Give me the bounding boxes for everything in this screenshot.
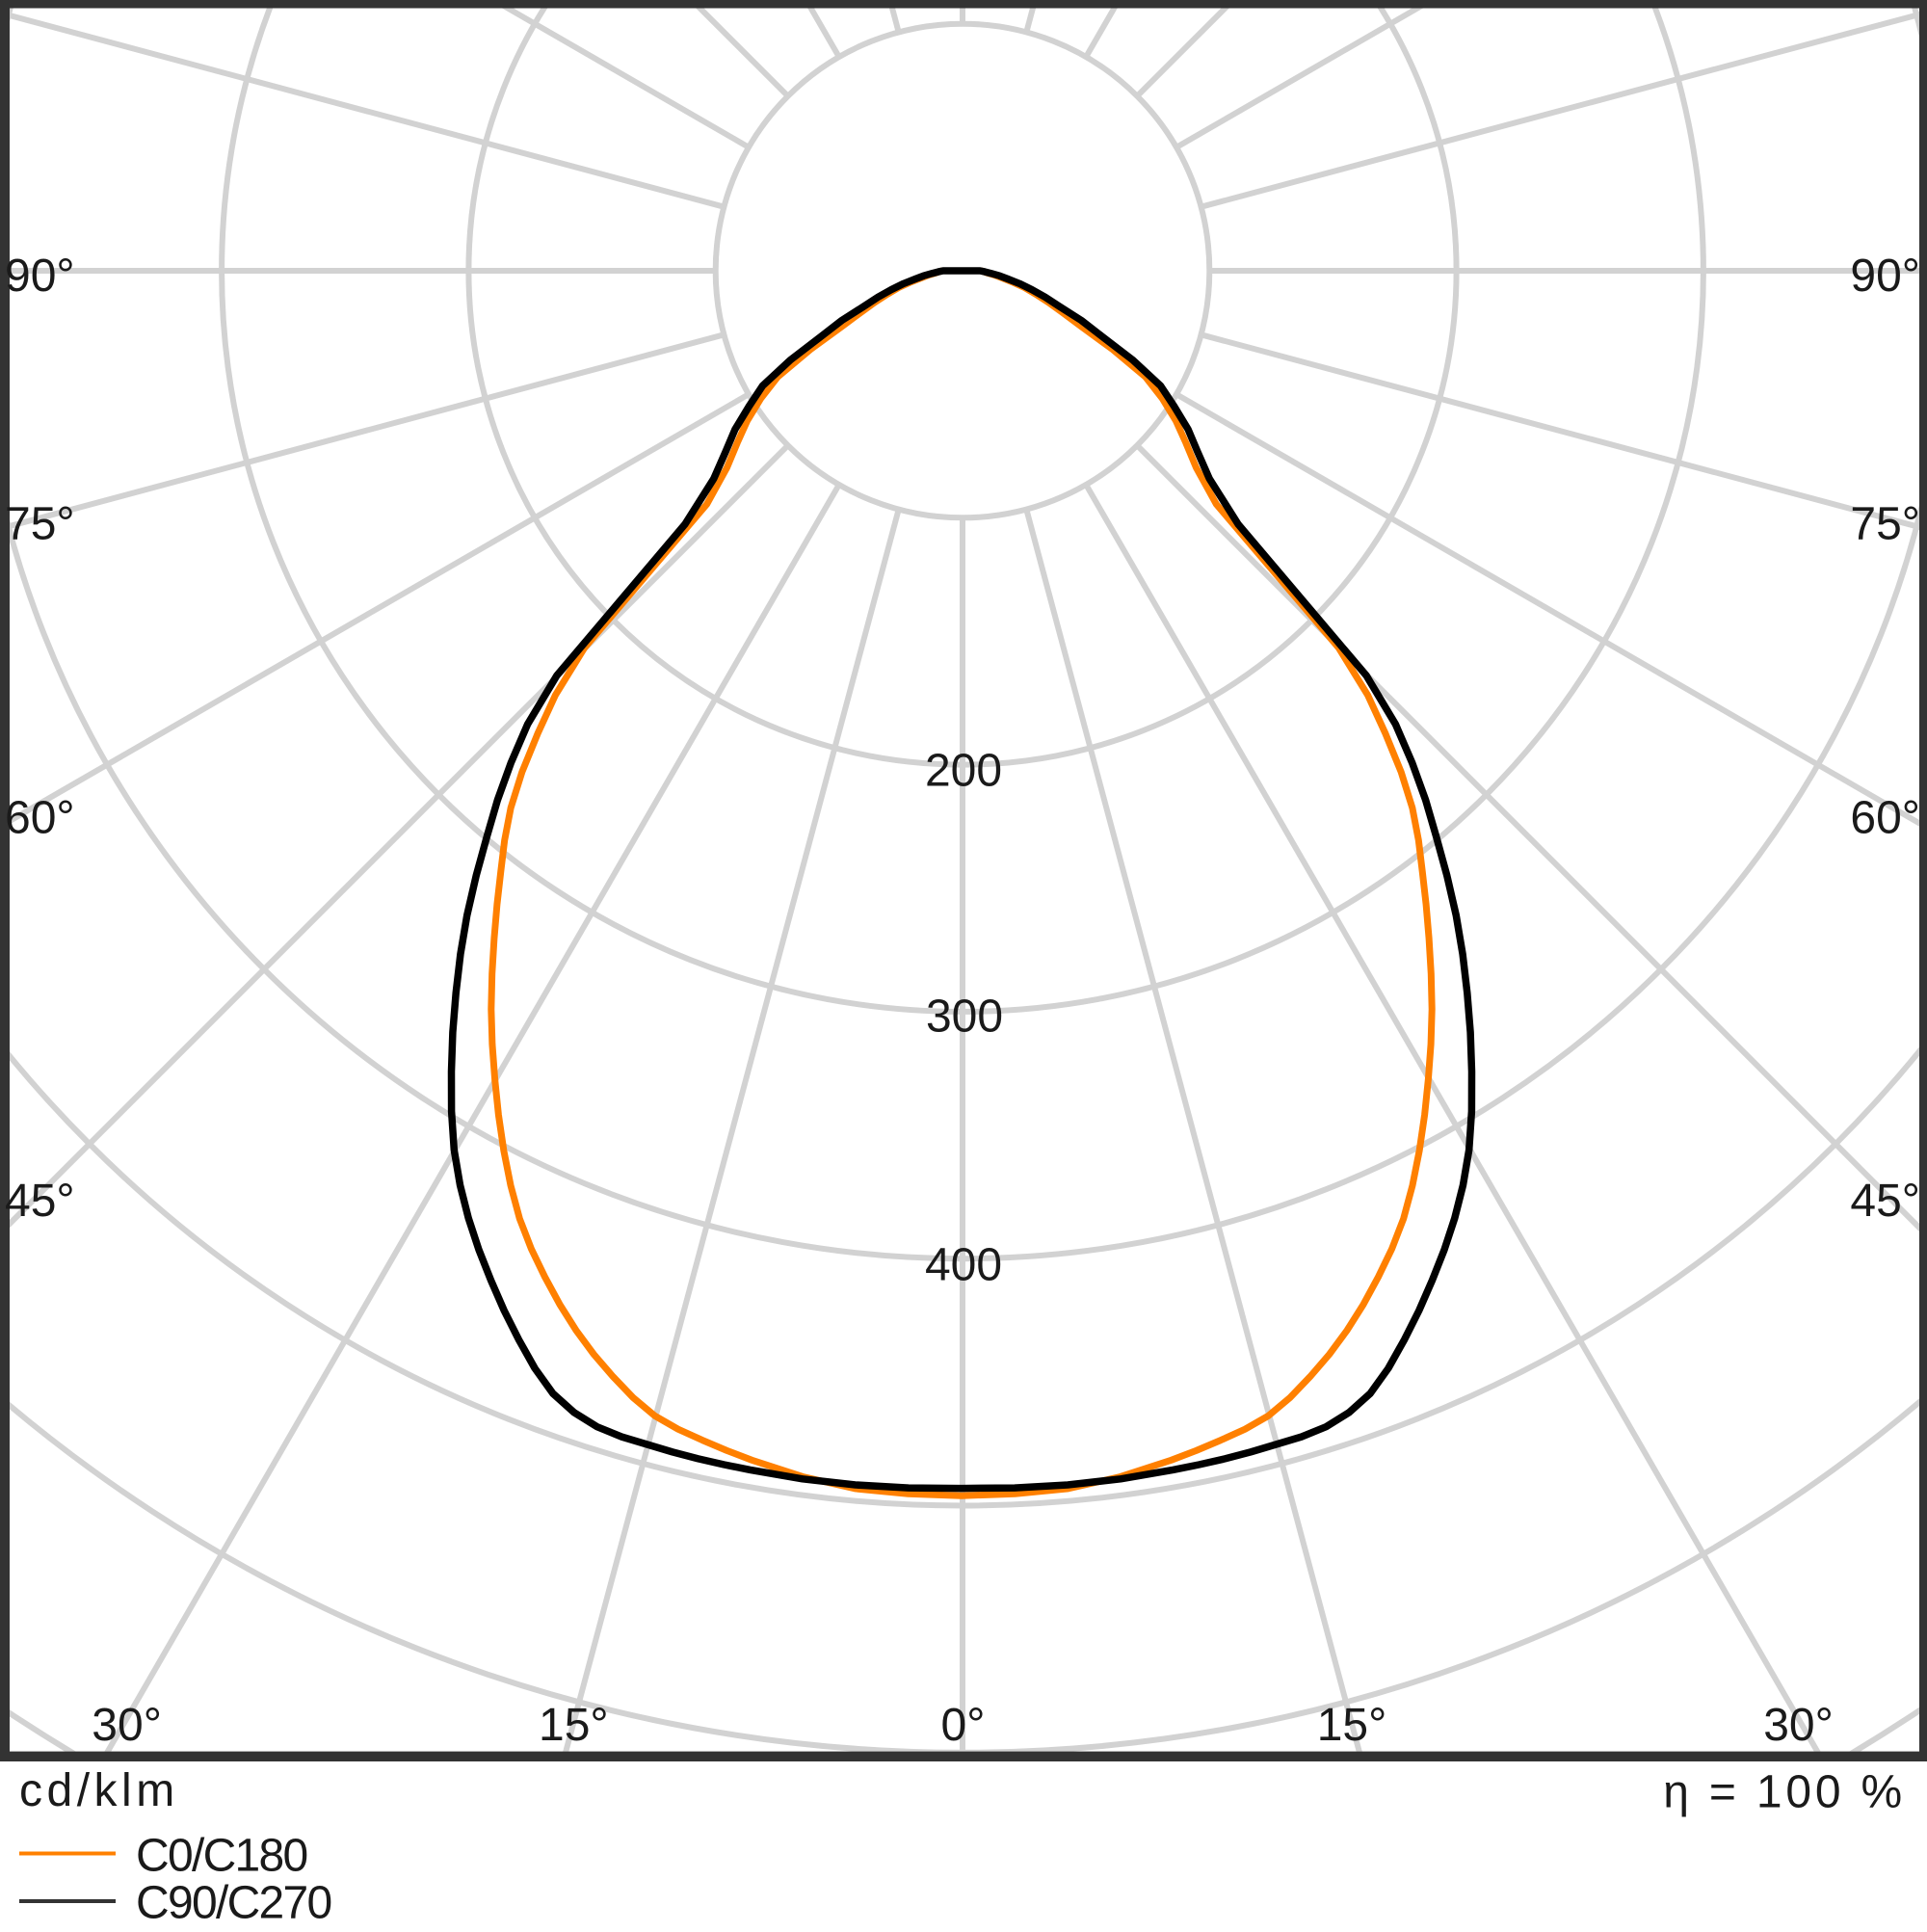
- svg-text:15°: 15°: [1317, 1700, 1387, 1751]
- svg-text:15°: 15°: [539, 1700, 609, 1751]
- svg-text:300: 300: [926, 991, 1003, 1042]
- svg-text:30°: 30°: [1763, 1700, 1834, 1751]
- svg-text:0°: 0°: [941, 1700, 986, 1751]
- svg-text:C90/C270: C90/C270: [136, 1877, 331, 1927]
- svg-text:45°: 45°: [1850, 1176, 1920, 1227]
- svg-text:cd/klm: cd/klm: [19, 1765, 179, 1816]
- svg-text:η = 100 %: η = 100 %: [1663, 1767, 1906, 1818]
- svg-text:90°: 90°: [1850, 251, 1920, 302]
- svg-text:90°: 90°: [5, 251, 75, 302]
- svg-text:45°: 45°: [5, 1176, 75, 1227]
- svg-text:75°: 75°: [1850, 499, 1920, 550]
- svg-text:400: 400: [925, 1240, 1002, 1291]
- svg-text:30°: 30°: [92, 1700, 162, 1751]
- svg-text:C0/C180: C0/C180: [136, 1831, 307, 1882]
- svg-text:60°: 60°: [1850, 793, 1920, 844]
- svg-text:75°: 75°: [5, 499, 75, 550]
- svg-text:200: 200: [925, 746, 1002, 797]
- svg-text:60°: 60°: [5, 793, 75, 844]
